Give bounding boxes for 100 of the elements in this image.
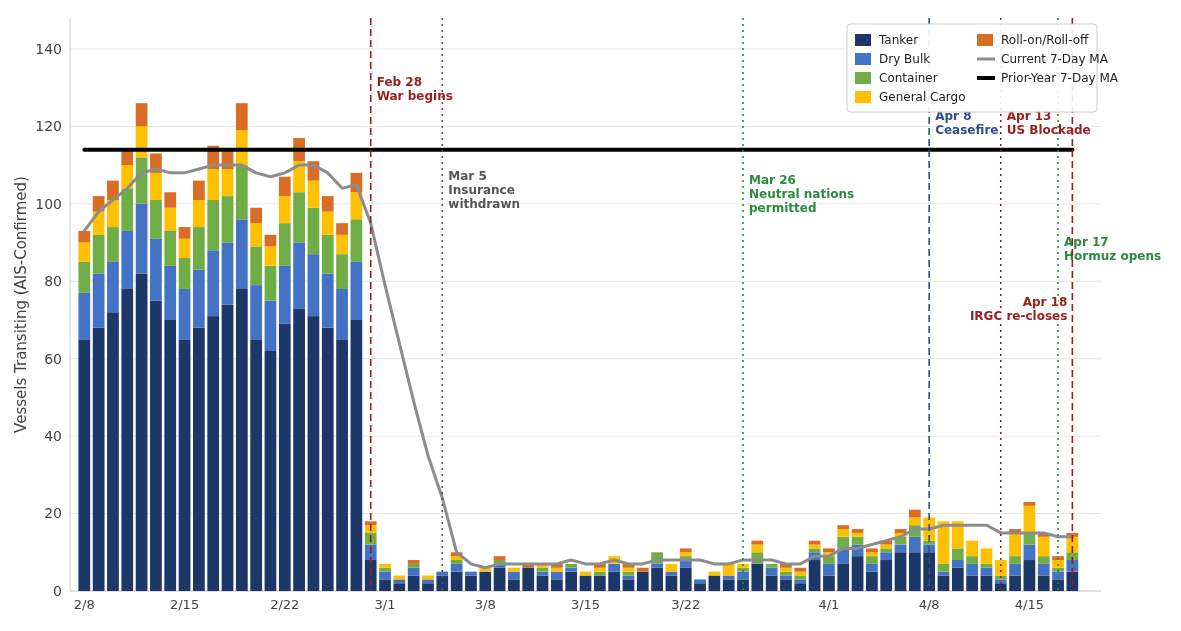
bar bbox=[794, 583, 807, 591]
ref-line-label: Apr 18 IRGC re-closes bbox=[969, 295, 1068, 323]
bar bbox=[135, 103, 148, 127]
bar bbox=[550, 571, 563, 580]
bar bbox=[278, 196, 291, 224]
bar bbox=[307, 207, 320, 255]
bar bbox=[350, 319, 363, 591]
bar bbox=[866, 548, 878, 553]
bar bbox=[178, 258, 191, 290]
bar bbox=[92, 327, 105, 591]
bar bbox=[436, 575, 449, 591]
bar bbox=[679, 548, 692, 553]
bar bbox=[665, 563, 678, 572]
bar bbox=[980, 563, 993, 568]
bar bbox=[121, 188, 134, 231]
bar bbox=[336, 339, 348, 591]
bar bbox=[164, 265, 177, 320]
bar bbox=[508, 571, 520, 580]
bar bbox=[765, 575, 778, 591]
bar bbox=[150, 172, 162, 200]
x-tick-label: 2/22 bbox=[270, 597, 300, 612]
bar bbox=[550, 567, 563, 572]
bar bbox=[550, 579, 563, 591]
bar bbox=[164, 230, 177, 266]
bar bbox=[107, 261, 119, 313]
bar bbox=[207, 199, 220, 251]
bar bbox=[407, 563, 420, 568]
bar bbox=[966, 540, 978, 557]
bar bbox=[823, 548, 835, 553]
bar bbox=[880, 560, 893, 591]
bar bbox=[994, 560, 1007, 576]
bar bbox=[493, 556, 506, 561]
bar bbox=[1052, 567, 1064, 572]
bar bbox=[264, 350, 277, 591]
bar bbox=[923, 552, 936, 591]
bar bbox=[493, 567, 506, 591]
bar bbox=[866, 552, 878, 557]
bar bbox=[150, 238, 162, 301]
bar bbox=[966, 575, 978, 591]
x-tick-label: 4/1 bbox=[818, 597, 840, 612]
bar bbox=[321, 327, 334, 591]
bar bbox=[78, 261, 91, 293]
bar bbox=[235, 103, 248, 131]
x-tick-label: 3/1 bbox=[374, 597, 396, 612]
bar bbox=[565, 567, 578, 572]
bar bbox=[479, 571, 492, 591]
bar bbox=[393, 583, 406, 591]
y-tick-label: 40 bbox=[44, 428, 62, 445]
bar bbox=[193, 327, 205, 591]
y-tick-label: 120 bbox=[35, 118, 62, 135]
bar bbox=[235, 289, 248, 591]
x-tick-label: 4/8 bbox=[918, 597, 940, 612]
bar bbox=[1009, 563, 1021, 576]
y-tick-label: 20 bbox=[44, 505, 62, 522]
bar bbox=[966, 563, 978, 576]
bar bbox=[908, 536, 921, 553]
bar bbox=[78, 339, 91, 591]
bar bbox=[1023, 544, 1036, 561]
bar bbox=[164, 192, 177, 208]
bar bbox=[321, 273, 334, 328]
bar bbox=[994, 579, 1007, 584]
bar bbox=[765, 563, 778, 568]
bar bbox=[951, 548, 964, 561]
bar bbox=[880, 552, 893, 561]
bar bbox=[1009, 556, 1021, 564]
bar bbox=[593, 575, 606, 591]
ref-line-label: Mar 26 Neutral nations permitted bbox=[749, 173, 855, 215]
bar bbox=[121, 289, 134, 591]
bar bbox=[808, 540, 821, 545]
bar bbox=[636, 567, 649, 572]
bar bbox=[407, 567, 420, 576]
bar bbox=[1009, 575, 1021, 591]
bar bbox=[908, 517, 921, 526]
bar bbox=[823, 575, 835, 591]
bar bbox=[379, 567, 391, 572]
bar bbox=[107, 312, 119, 591]
bar bbox=[851, 536, 864, 545]
bar bbox=[436, 571, 449, 576]
bar bbox=[207, 250, 220, 317]
bar bbox=[579, 571, 592, 576]
legend-label: General Cargo bbox=[879, 90, 966, 105]
bar bbox=[937, 575, 950, 591]
x-tick-label: 3/8 bbox=[474, 597, 496, 612]
bar bbox=[307, 254, 320, 317]
bar bbox=[851, 529, 864, 533]
bar bbox=[536, 571, 549, 576]
bar bbox=[350, 219, 363, 262]
bar bbox=[164, 319, 177, 591]
bar bbox=[651, 567, 663, 591]
bar bbox=[823, 563, 835, 576]
bar bbox=[951, 567, 964, 591]
bar bbox=[250, 339, 263, 591]
bar bbox=[364, 521, 377, 526]
bar bbox=[264, 300, 277, 351]
bar bbox=[422, 583, 434, 591]
bar bbox=[751, 540, 764, 545]
bar bbox=[665, 571, 678, 576]
bar bbox=[722, 579, 735, 591]
bar bbox=[135, 203, 148, 274]
bar bbox=[78, 242, 91, 262]
